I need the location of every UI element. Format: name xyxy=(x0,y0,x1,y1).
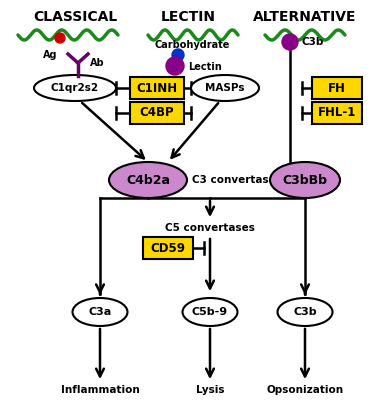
Circle shape xyxy=(166,57,184,75)
FancyBboxPatch shape xyxy=(312,77,362,99)
Ellipse shape xyxy=(109,162,187,198)
Text: C4b2a: C4b2a xyxy=(126,174,170,186)
FancyBboxPatch shape xyxy=(312,102,362,124)
Ellipse shape xyxy=(73,298,127,326)
FancyBboxPatch shape xyxy=(143,237,193,259)
Text: C4BP: C4BP xyxy=(140,106,174,120)
Ellipse shape xyxy=(270,162,340,198)
Text: Lectin: Lectin xyxy=(188,62,222,72)
Ellipse shape xyxy=(34,75,116,101)
Text: Ag: Ag xyxy=(43,50,57,60)
Text: Lysis: Lysis xyxy=(196,385,224,395)
Text: C3a: C3a xyxy=(88,307,112,317)
Circle shape xyxy=(55,33,65,43)
Text: MASPs: MASPs xyxy=(205,83,245,93)
Text: C5b-9: C5b-9 xyxy=(192,307,228,317)
Ellipse shape xyxy=(191,75,259,101)
Circle shape xyxy=(172,49,184,61)
Circle shape xyxy=(282,34,298,50)
Text: CLASSICAL: CLASSICAL xyxy=(33,10,117,24)
Text: C3 convertases: C3 convertases xyxy=(192,175,282,185)
Text: C5 convertases: C5 convertases xyxy=(165,223,255,233)
Text: C1INH: C1INH xyxy=(136,82,177,94)
Text: C3b: C3b xyxy=(302,37,324,47)
Text: ALTERNATIVE: ALTERNATIVE xyxy=(253,10,357,24)
Text: C3bBb: C3bBb xyxy=(282,174,327,186)
FancyBboxPatch shape xyxy=(130,102,184,124)
Text: Ab: Ab xyxy=(90,58,105,68)
Text: Carbohydrate: Carbohydrate xyxy=(154,40,230,50)
Ellipse shape xyxy=(182,298,238,326)
Ellipse shape xyxy=(277,298,332,326)
Text: Inflammation: Inflammation xyxy=(61,385,139,395)
FancyBboxPatch shape xyxy=(130,77,184,99)
Text: CD59: CD59 xyxy=(150,242,185,254)
Text: C3b: C3b xyxy=(293,307,317,317)
Text: Opsonization: Opsonization xyxy=(267,385,344,395)
Text: FH: FH xyxy=(328,82,346,94)
Text: C1qr2s2: C1qr2s2 xyxy=(51,83,99,93)
Text: LECTIN: LECTIN xyxy=(161,10,215,24)
Text: FHL-1: FHL-1 xyxy=(318,106,356,120)
